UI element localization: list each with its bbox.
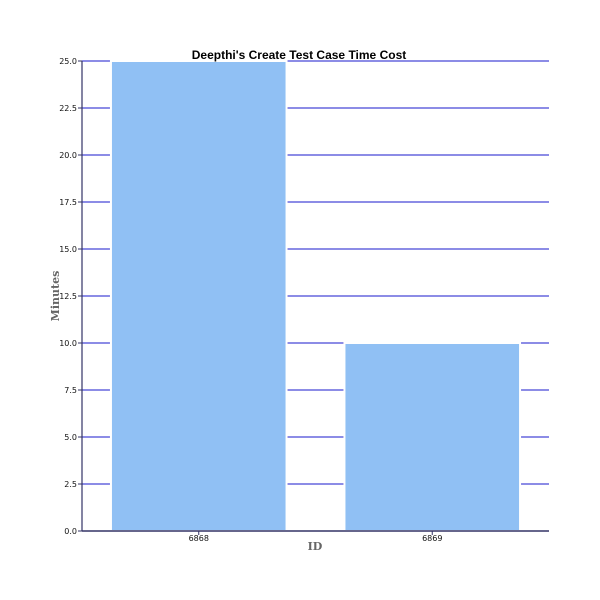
y-tick-label: 2.5: [64, 480, 77, 489]
x-tick-label: 6869: [422, 534, 442, 543]
bars: [109, 60, 522, 532]
y-tick-label: 15.0: [59, 245, 77, 254]
y-tick-label: 7.5: [64, 386, 77, 395]
y-tick-label: 0.0: [64, 527, 77, 536]
bar-6869: [343, 342, 522, 532]
y-tick-label: 22.5: [59, 104, 77, 113]
y-axis-label: Minutes: [49, 271, 62, 322]
y-tick-label: 17.5: [59, 198, 77, 207]
y-tick-label: 10.0: [59, 339, 77, 348]
x-ticks: 6868 6869: [189, 531, 442, 543]
x-tick-label: 6868: [189, 534, 209, 543]
y-tick-label: 5.0: [64, 433, 77, 442]
x-axis-label: ID: [308, 540, 323, 553]
y-tick-label: 25.0: [59, 57, 77, 66]
chart-title: Deepthi's Create Test Case Time Cost: [192, 48, 406, 62]
y-tick-label: 20.0: [59, 151, 77, 160]
bar-6868: [109, 60, 288, 532]
y-ticks: 0.0 2.5 5.0 7.5 10.0 12.5 15.0 17.5 20.0 22.5 25.0: [59, 57, 82, 536]
y-tick-label: 12.5: [59, 292, 77, 301]
